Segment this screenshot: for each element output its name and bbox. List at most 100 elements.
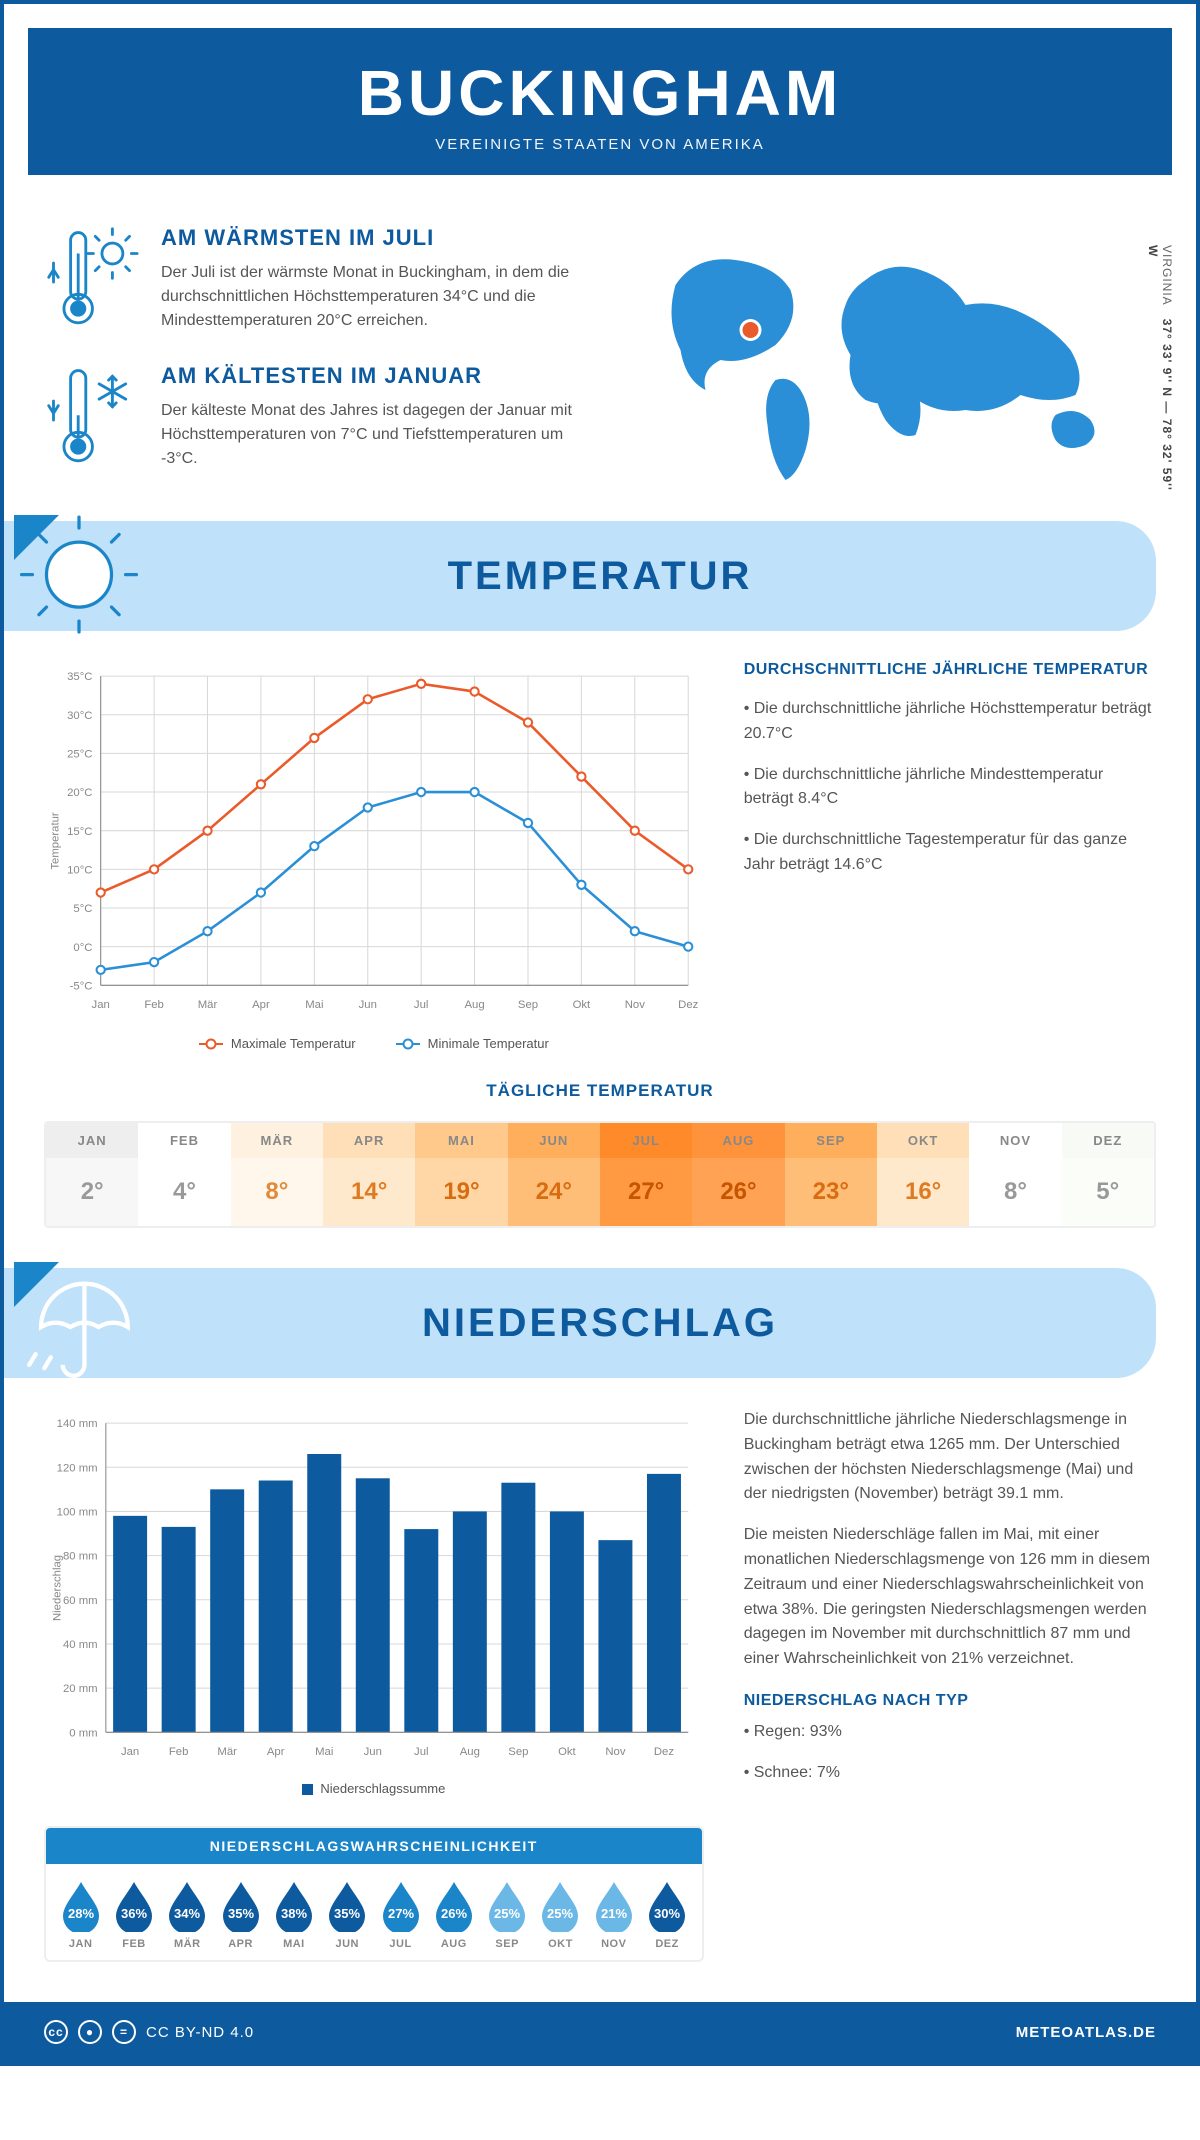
nd-icon: =: [112, 2020, 136, 2044]
site-name: METEOATLAS.DE: [1016, 2024, 1156, 2041]
svg-text:Aug: Aug: [464, 999, 484, 1011]
precip-probability-box: NIEDERSCHLAGSWAHRSCHEINLICHKEIT 28%JAN36…: [44, 1826, 704, 1962]
temp-side-heading: DURCHSCHNITTLICHE JÄHRLICHE TEMPERATUR: [744, 661, 1156, 679]
prob-cell: 30%DEZ: [642, 1880, 691, 1950]
svg-text:35%: 35%: [334, 1906, 360, 1921]
bar-legend: Niederschlagssumme: [44, 1781, 704, 1796]
svg-text:38%: 38%: [281, 1906, 307, 1921]
prob-cell: 35%APR: [216, 1880, 265, 1950]
svg-text:Mär: Mär: [217, 1746, 237, 1758]
precipitation-bar-chart: 0 mm20 mm40 mm60 mm80 mm100 mm120 mm140 …: [44, 1408, 704, 1768]
section-precipitation: NIEDERSCHLAG: [4, 1268, 1156, 1378]
svg-text:Jun: Jun: [359, 999, 377, 1011]
svg-text:120 mm: 120 mm: [57, 1462, 98, 1474]
svg-text:Dez: Dez: [654, 1746, 674, 1758]
svg-text:26%: 26%: [441, 1906, 467, 1921]
svg-text:35%: 35%: [228, 1906, 254, 1921]
precip-type-heading: NIEDERSCHLAG NACH TYP: [744, 1692, 1156, 1710]
prob-title: NIEDERSCHLAGSWAHRSCHEINLICHKEIT: [46, 1828, 702, 1864]
country-name: VEREINIGTE STAATEN VON AMERIKA: [28, 136, 1172, 153]
svg-text:Nov: Nov: [605, 1746, 625, 1758]
temp-cell: APR14°: [323, 1123, 415, 1226]
svg-text:20 mm: 20 mm: [63, 1683, 98, 1695]
svg-text:Jan: Jan: [92, 999, 110, 1011]
temp-cell: JUL27°: [600, 1123, 692, 1226]
coldest-text: Der kälteste Monat des Jahres ist dagege…: [161, 399, 585, 471]
precip-b2: • Schnee: 7%: [744, 1761, 1156, 1786]
temp-cell: AUG26°: [692, 1123, 784, 1226]
temp-side-p3: • Die durchschnittliche Tagestemperatur …: [744, 828, 1156, 878]
temp-cell: NOV8°: [969, 1123, 1061, 1226]
svg-text:10°C: 10°C: [67, 864, 92, 876]
svg-text:Jul: Jul: [414, 1746, 428, 1758]
temp-cell: OKT16°: [877, 1123, 969, 1226]
svg-text:Mai: Mai: [315, 1746, 333, 1758]
svg-text:Nov: Nov: [625, 999, 645, 1011]
svg-text:Sep: Sep: [508, 1746, 528, 1758]
warmest-text: Der Juli ist der wärmste Monat in Buckin…: [161, 261, 585, 333]
temp-cell: JUN24°: [508, 1123, 600, 1226]
temp-side-p2: • Die durchschnittliche jährliche Mindes…: [744, 763, 1156, 813]
daily-temp-heading: TÄGLICHE TEMPERATUR: [44, 1081, 1156, 1101]
svg-text:Jan: Jan: [121, 1746, 139, 1758]
prob-cell: 25%SEP: [483, 1880, 532, 1950]
svg-text:Sep: Sep: [518, 999, 538, 1011]
svg-text:30°C: 30°C: [67, 710, 92, 722]
prob-cell: 26%AUG: [429, 1880, 478, 1950]
world-map: [615, 225, 1156, 485]
sun-icon: [14, 515, 144, 645]
precip-b1: • Regen: 93%: [744, 1720, 1156, 1745]
svg-text:25%: 25%: [547, 1906, 573, 1921]
svg-text:25%: 25%: [494, 1906, 520, 1921]
svg-text:25°C: 25°C: [67, 749, 92, 761]
svg-text:28%: 28%: [68, 1906, 94, 1921]
svg-text:21%: 21%: [601, 1906, 627, 1921]
svg-text:Okt: Okt: [573, 999, 591, 1011]
svg-text:-5°C: -5°C: [70, 980, 93, 992]
svg-text:40 mm: 40 mm: [63, 1639, 98, 1651]
svg-text:60 mm: 60 mm: [63, 1595, 98, 1607]
svg-text:80 mm: 80 mm: [63, 1551, 98, 1563]
section-temperature: TEMPERATUR: [4, 521, 1156, 631]
svg-text:Feb: Feb: [144, 999, 164, 1011]
prob-cell: 36%FEB: [109, 1880, 158, 1950]
thermometer-sun-icon: [44, 225, 139, 330]
svg-text:35°C: 35°C: [67, 671, 92, 683]
svg-text:34%: 34%: [174, 1906, 200, 1921]
svg-text:Apr: Apr: [267, 1746, 285, 1758]
svg-text:Mai: Mai: [305, 999, 323, 1011]
temp-cell: JAN2°: [46, 1123, 138, 1226]
temp-cell: FEB4°: [138, 1123, 230, 1226]
svg-text:Aug: Aug: [460, 1746, 480, 1758]
chart-legend: Maximale Temperatur Minimale Temperatur: [44, 1036, 704, 1051]
prob-cell: 21%NOV: [589, 1880, 638, 1950]
svg-text:0°C: 0°C: [73, 942, 92, 954]
precip-p2: Die meisten Niederschläge fallen im Mai,…: [744, 1523, 1156, 1672]
svg-text:Mär: Mär: [198, 999, 218, 1011]
temp-cell: MAI19°: [415, 1123, 507, 1226]
header: BUCKINGHAM VEREINIGTE STAATEN VON AMERIK…: [28, 28, 1172, 175]
svg-text:Okt: Okt: [558, 1746, 576, 1758]
daily-temp-table: JAN2°FEB4°MÄR8°APR14°MAI19°JUN24°JUL27°A…: [44, 1121, 1156, 1228]
svg-text:Jul: Jul: [414, 999, 428, 1011]
thermometer-snow-icon: [44, 363, 139, 468]
svg-text:36%: 36%: [121, 1906, 147, 1921]
temp-cell: SEP23°: [785, 1123, 877, 1226]
temp-cell: DEZ5°: [1062, 1123, 1154, 1226]
coldest-title: AM KÄLTESTEN IM JANUAR: [161, 363, 585, 389]
infographic-frame: BUCKINGHAM VEREINIGTE STAATEN VON AMERIK…: [0, 0, 1200, 2066]
temperature-line-chart: -5°C0°C5°C10°C15°C20°C25°C30°C35°CJanFeb…: [44, 661, 704, 1021]
svg-text:Niederschlag: Niederschlag: [51, 1555, 63, 1621]
section-title: NIEDERSCHLAG: [144, 1301, 1156, 1346]
warmest-title: AM WÄRMSTEN IM JULI: [161, 225, 585, 251]
svg-text:5°C: 5°C: [73, 903, 92, 915]
svg-text:Apr: Apr: [252, 999, 270, 1011]
temp-side-p1: • Die durchschnittliche jährliche Höchst…: [744, 697, 1156, 747]
temp-cell: MÄR8°: [231, 1123, 323, 1226]
svg-text:140 mm: 140 mm: [57, 1418, 98, 1430]
footer: cc ● = CC BY-ND 4.0 METEOATLAS.DE: [4, 2002, 1196, 2062]
svg-text:Jun: Jun: [364, 1746, 382, 1758]
prob-cell: 35%JUN: [323, 1880, 372, 1950]
svg-text:Feb: Feb: [169, 1746, 189, 1758]
coldest-block: AM KÄLTESTEN IM JANUAR Der kälteste Mona…: [44, 363, 585, 471]
